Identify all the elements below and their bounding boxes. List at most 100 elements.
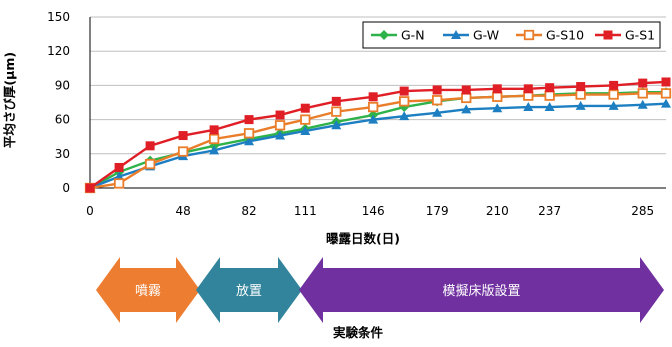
data-point-triangle <box>608 100 619 110</box>
data-point-square <box>576 82 586 92</box>
data-point-triangle <box>399 111 410 121</box>
phase-label: 放置 <box>236 284 262 299</box>
legend-item-g-n: G-N <box>371 28 425 43</box>
legend-label: G-W <box>473 28 499 43</box>
data-point-square <box>603 30 613 40</box>
legend-item-g-w: G-W <box>443 28 499 43</box>
x-tick-label: 111 <box>294 204 317 218</box>
data-point-square <box>461 85 471 95</box>
phase-label: 噴霧 <box>135 284 161 299</box>
data-point-triangle <box>637 99 648 109</box>
data-point-square-open <box>331 106 342 117</box>
data-point-square <box>609 80 619 90</box>
data-point-square <box>300 103 310 113</box>
phase-arrow-shape <box>196 257 302 323</box>
experiment-condition-caption: 実験条件 <box>333 325 384 340</box>
phase-arrow-shape <box>96 257 200 323</box>
series-line <box>89 92 666 190</box>
legend-label: G-S1 <box>625 28 655 43</box>
x-axis-title: 曝露日数(日) <box>326 231 400 246</box>
data-point-triangle <box>244 136 255 146</box>
data-point-diamond <box>379 30 389 40</box>
phase-arrow-shape <box>299 257 664 323</box>
data-point-square-open <box>544 90 555 101</box>
data-point-square-open <box>575 89 586 100</box>
phase-arrows: 噴霧 放置 模擬床版設置 <box>96 257 664 323</box>
y-tick-label: 0 <box>62 181 70 195</box>
y-tick-label: 30 <box>55 147 70 161</box>
x-tick-label: 48 <box>175 204 190 218</box>
x-tick-label: 179 <box>426 204 449 218</box>
data-point-square-open <box>274 120 286 131</box>
y-axis-title: 平均さび厚(μm) <box>2 52 17 148</box>
y-tick-label: 90 <box>55 78 70 92</box>
data-point-square-open <box>177 146 189 157</box>
legend: G-N G-W G-S10 G-S1 <box>362 21 661 49</box>
series-g-w <box>85 98 671 192</box>
data-point-triangle <box>492 103 503 113</box>
series-g-s1 <box>85 77 671 193</box>
series-group <box>84 77 672 194</box>
data-point-square <box>145 141 155 151</box>
data-point-triangle <box>275 130 286 140</box>
phase-label: 模擬床版設置 <box>442 283 520 299</box>
data-point-triangle <box>432 107 443 117</box>
legend-label: G-S10 <box>546 28 584 43</box>
data-point-square <box>331 96 341 106</box>
data-point-square <box>638 78 648 88</box>
data-point-triangle <box>451 30 461 39</box>
x-tick-label: 237 <box>538 204 561 218</box>
data-point-square <box>114 162 124 172</box>
phase-arrow-2: 放置 <box>196 257 302 323</box>
x-tick-label: 210 <box>486 204 509 218</box>
phase-arrow-1: 噴霧 <box>96 257 200 323</box>
legend-item-g-s10: G-S10 <box>516 28 584 43</box>
data-point-square <box>368 92 378 102</box>
phase-arrow-3: 模擬床版設置 <box>299 257 664 323</box>
data-point-square-open <box>399 96 410 107</box>
data-point-square <box>244 115 254 125</box>
data-point-square-open <box>432 95 443 106</box>
data-point-triangle <box>461 104 472 114</box>
axes: 0 30 60 90 120 150 0 48 82 111 146 179 210 237 285 <box>47 10 666 218</box>
data-point-square <box>209 125 219 135</box>
gridlines <box>90 16 666 155</box>
data-point-square-open <box>461 92 472 104</box>
data-point-square-open <box>208 133 220 145</box>
data-point-square <box>85 183 95 193</box>
data-point-square <box>432 85 442 95</box>
x-tick-label: 82 <box>241 204 256 218</box>
legend-label: G-N <box>401 28 425 43</box>
x-tick-label: 146 <box>362 204 385 218</box>
series-g-s10 <box>84 88 672 194</box>
data-point-triangle <box>575 100 586 110</box>
y-tick-label: 60 <box>55 113 70 127</box>
data-point-square-open <box>523 29 535 41</box>
data-point-square <box>523 84 533 94</box>
data-point-square <box>661 77 671 87</box>
data-point-square <box>492 84 502 94</box>
data-point-square <box>275 110 285 120</box>
data-point-triangle <box>544 102 555 112</box>
data-point-triangle <box>661 98 671 108</box>
x-tick-label: 0 <box>86 204 94 218</box>
data-point-square-open <box>300 114 311 125</box>
data-point-triangle <box>368 114 379 124</box>
data-point-square-open <box>492 91 503 102</box>
data-point-square <box>399 86 409 96</box>
legend-item-g-s1: G-S1 <box>595 28 655 43</box>
data-point-triangle <box>523 102 534 112</box>
y-tick-label: 120 <box>47 44 70 58</box>
data-point-triangle <box>209 145 220 155</box>
series-line <box>89 102 667 190</box>
y-tick-label: 150 <box>47 10 70 24</box>
data-point-square-open <box>368 101 379 113</box>
series-line <box>89 80 667 189</box>
data-point-triangle <box>300 126 311 135</box>
x-tick-label: 285 <box>631 204 654 218</box>
data-point-square-open <box>608 89 619 100</box>
data-point-square-open <box>637 88 648 99</box>
data-point-square <box>545 83 555 93</box>
data-point-square-open <box>144 158 156 170</box>
